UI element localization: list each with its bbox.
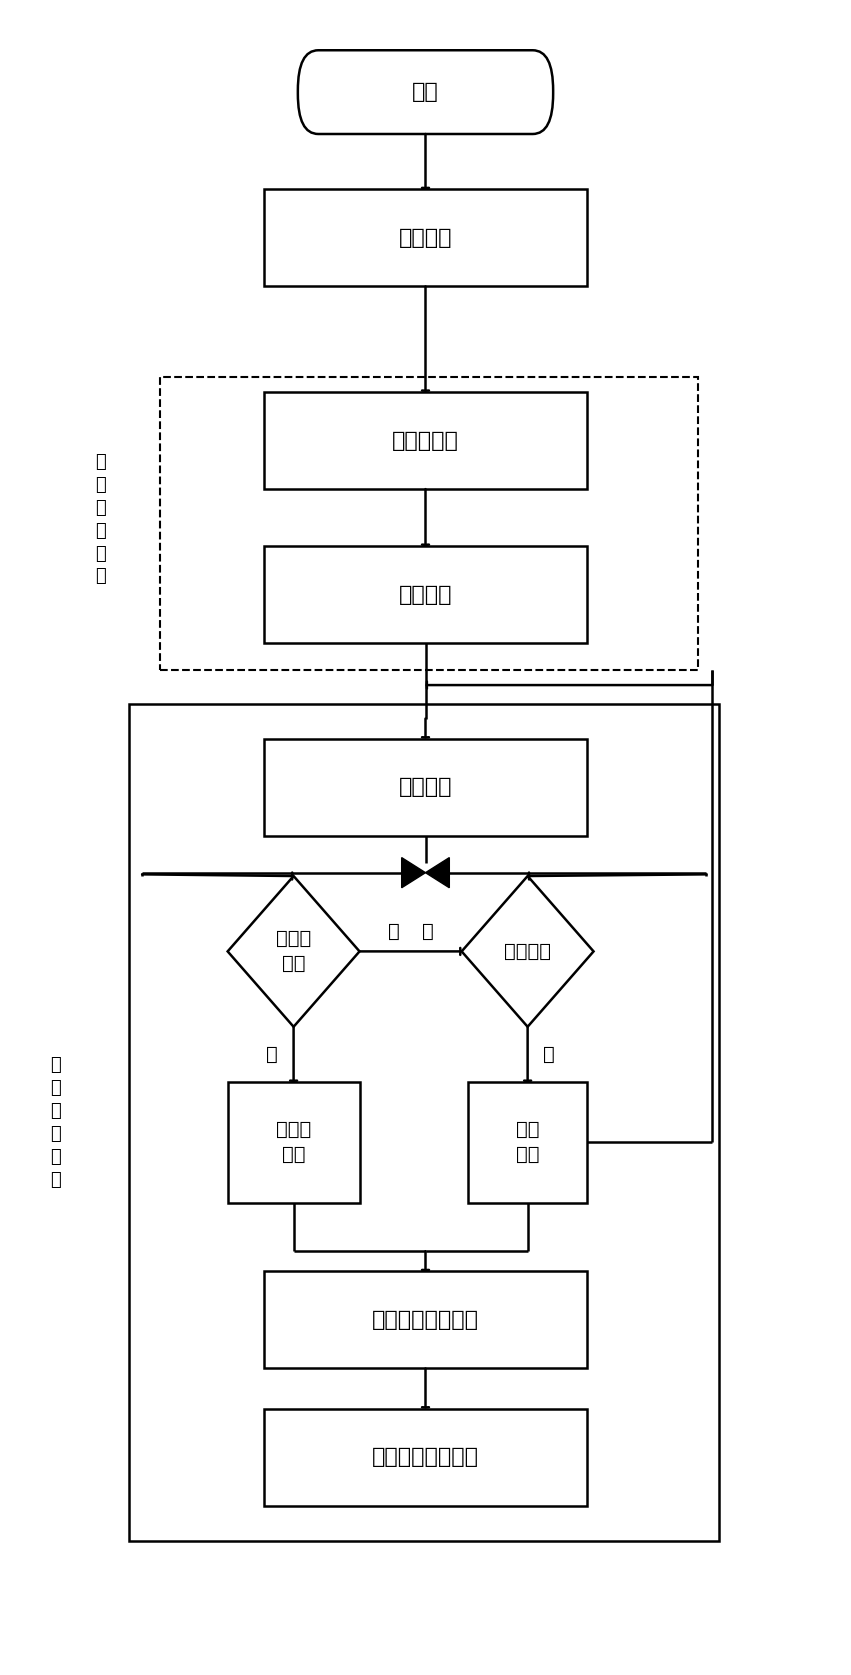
Polygon shape (426, 858, 449, 888)
Bar (264, 1409, 587, 1506)
Text: 否: 否 (422, 921, 433, 941)
Text: 中继点选择: 中继点选择 (392, 430, 459, 451)
Bar (264, 392, 587, 489)
Bar (129, 704, 719, 1541)
Bar (264, 189, 587, 286)
Bar (264, 1271, 587, 1368)
Text: 开始: 开始 (412, 82, 439, 102)
Text: 中继点
卸任: 中继点 卸任 (276, 930, 311, 973)
Bar (264, 739, 587, 836)
FancyBboxPatch shape (298, 50, 553, 134)
Bar (468, 1082, 587, 1203)
Text: 是: 是 (543, 1045, 555, 1064)
Text: 网
络
建
立
阶
段: 网 络 建 立 阶 段 (95, 452, 106, 586)
Text: 网
络
稳
定
阶
段: 网 络 稳 定 阶 段 (50, 1055, 60, 1189)
Text: 发送数据到汇聚点: 发送数据到汇聚点 (372, 1447, 479, 1467)
Text: 簇首卸任: 簇首卸任 (504, 941, 551, 961)
Text: 中继点
继任: 中继点 继任 (276, 1121, 311, 1164)
Bar (160, 377, 698, 670)
Bar (264, 546, 587, 643)
Text: 分配时隙: 分配时隙 (399, 777, 452, 797)
Text: 簇首
继任: 簇首 继任 (516, 1121, 540, 1164)
Polygon shape (402, 858, 426, 888)
Text: 簇首选择: 簇首选择 (399, 585, 452, 605)
Text: 否: 否 (388, 921, 399, 941)
Text: 是: 是 (266, 1045, 278, 1064)
Bar (227, 1082, 359, 1203)
Text: 簇内数据采集融合: 簇内数据采集融合 (372, 1310, 479, 1330)
Polygon shape (461, 876, 594, 1027)
Text: 划分区域: 划分区域 (399, 228, 452, 248)
Polygon shape (227, 876, 359, 1027)
